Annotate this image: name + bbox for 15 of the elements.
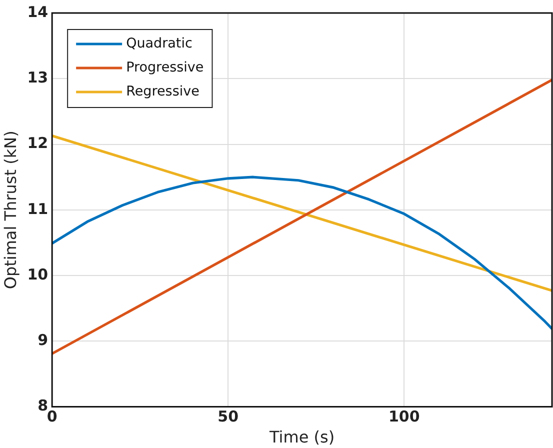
y-tick-label: 13 — [27, 68, 48, 87]
y-tick-label: 14 — [27, 2, 48, 21]
legend-label: Quadratic — [126, 36, 192, 52]
y-axis-title: Optimal Thrust (kN) — [0, 130, 20, 290]
x-axis-title: Time (s) — [268, 428, 335, 447]
y-tick-label: 8 — [38, 396, 48, 415]
y-tick-label: 12 — [27, 134, 48, 152]
x-tick-label: 100 — [388, 408, 420, 426]
x-tick-label: 0 — [46, 408, 58, 426]
x-tick-label: 50 — [218, 408, 239, 426]
y-tick-label: 11 — [27, 200, 48, 218]
y-tick-label: 10 — [27, 265, 48, 284]
legend-label: Progressive — [126, 60, 204, 76]
y-tick-label: 9 — [38, 331, 48, 350]
legend-label: Regressive — [126, 84, 200, 100]
